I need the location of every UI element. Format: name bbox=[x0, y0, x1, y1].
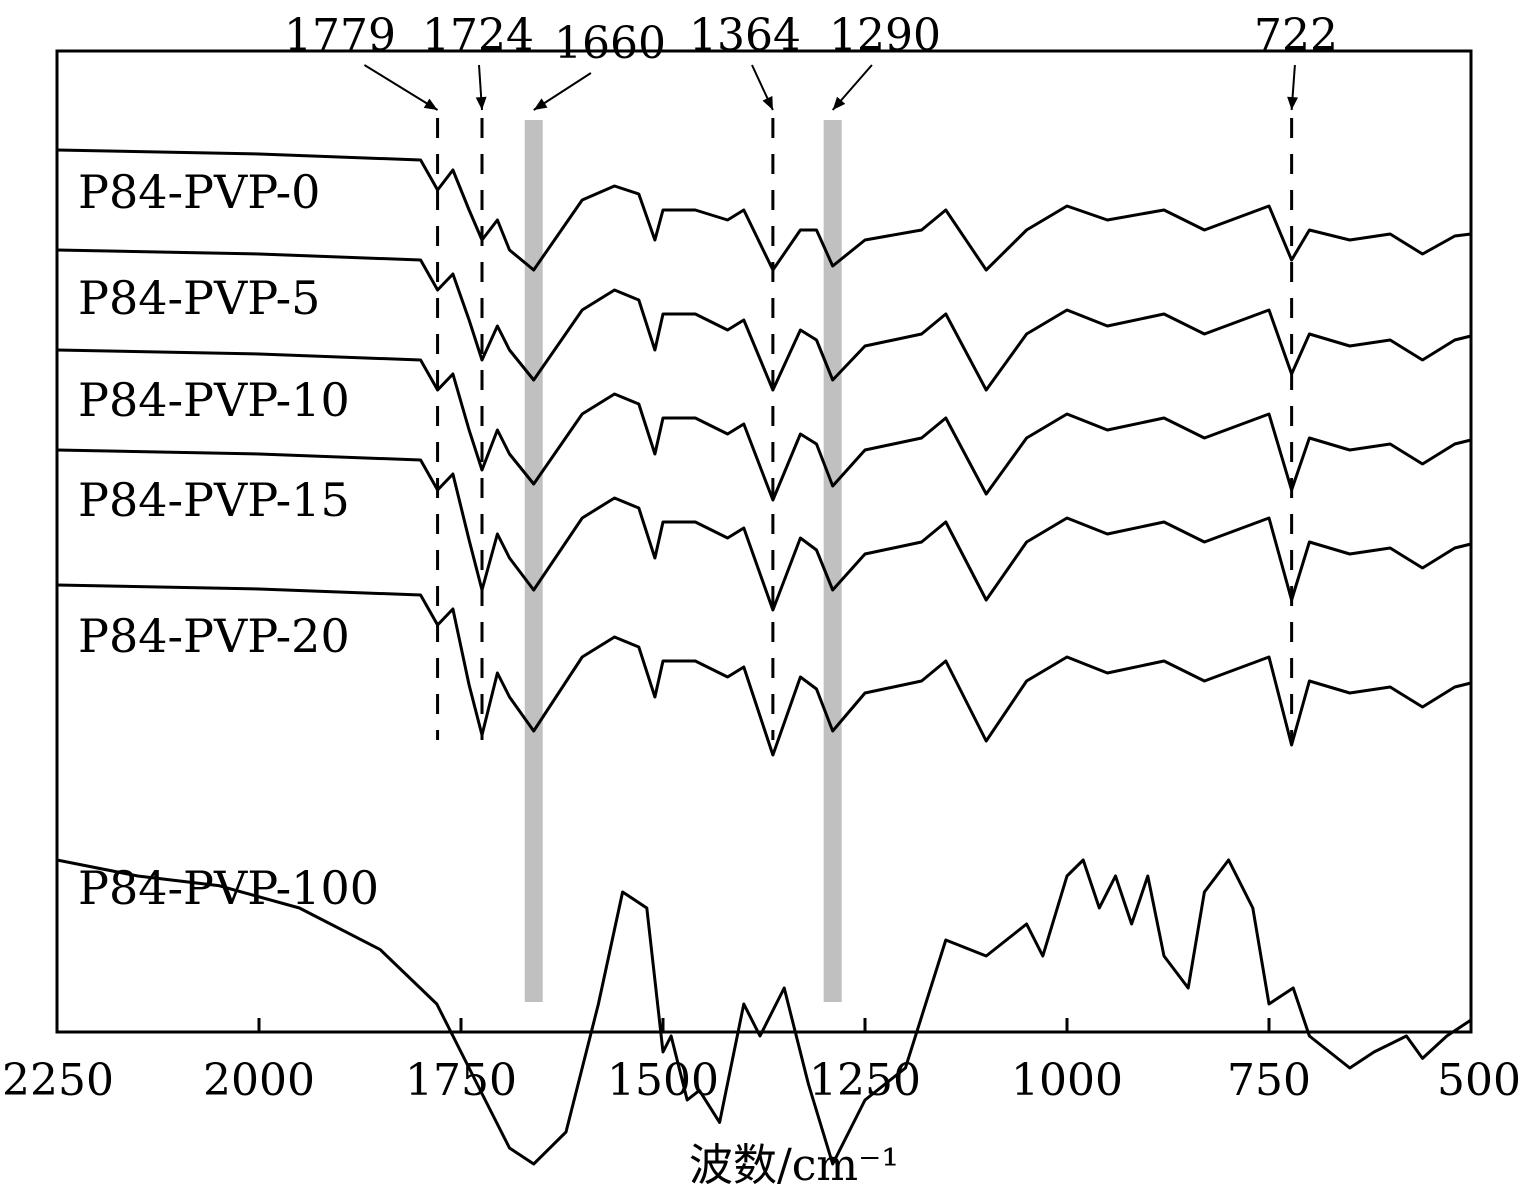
series-line-P84-PVP-15 bbox=[56, 448, 1472, 612]
x-tick-label-1250: 1250 bbox=[809, 1055, 921, 1106]
x-tick-label-750: 750 bbox=[1227, 1055, 1311, 1106]
annotation-dashed-lines bbox=[436, 118, 1294, 740]
x-axis-title: 波数/cm⁻¹ bbox=[689, 1140, 899, 1191]
series-label-P84-PVP-10: P84-PVP-10 bbox=[78, 373, 350, 427]
series-label-P84-PVP-0: P84-PVP-0 bbox=[78, 165, 320, 219]
annotation-label-1290: 1290 bbox=[829, 10, 941, 61]
series-label-P84-PVP-20: P84-PVP-20 bbox=[78, 609, 350, 663]
series-label-P84-PVP-100: P84-PVP-100 bbox=[78, 861, 379, 915]
series-line-P84-PVP-0 bbox=[56, 148, 1472, 272]
peak-annotations: 1779 1724 1660 1364 1290 722 bbox=[284, 10, 1338, 111]
series-label-P84-PVP-15: P84-PVP-15 bbox=[78, 473, 350, 527]
annotation-label-1364: 1364 bbox=[689, 10, 801, 61]
highlight-band-1660 bbox=[524, 120, 543, 1002]
plot-frame bbox=[55, 49, 1473, 1034]
spectra-series bbox=[56, 148, 1472, 1166]
x-tick-label-1000: 1000 bbox=[1011, 1055, 1123, 1106]
annotation-label-722: 722 bbox=[1254, 10, 1338, 61]
annotation-label-1779: 1779 bbox=[284, 10, 396, 61]
x-tick-label-2000: 2000 bbox=[203, 1055, 315, 1106]
annotation-arrowhead-722 bbox=[1287, 96, 1298, 110]
highlight-band-1290 bbox=[823, 120, 842, 1002]
annotation-arrowhead-1724 bbox=[475, 96, 487, 110]
x-axis-ticks: 2250 2000 1750 1500 1250 1000 750 500 bbox=[2, 1018, 1521, 1106]
series-line-P84-PVP-5 bbox=[56, 248, 1472, 392]
annotation-label-1660: 1660 bbox=[554, 18, 666, 69]
series-labels: P84-PVP-0 P84-PVP-5 P84-PVP-10 P84-PVP-15 P8… bbox=[78, 165, 379, 915]
series-line-P84-PVP-10 bbox=[56, 348, 1472, 502]
series-line-P84-PVP-20 bbox=[56, 583, 1472, 757]
x-tick-label-2250: 2250 bbox=[2, 1055, 114, 1106]
x-tick-label-500: 500 bbox=[1437, 1055, 1521, 1106]
annotation-arrowhead-1779 bbox=[423, 98, 438, 110]
annotation-label-1724: 1724 bbox=[422, 10, 534, 61]
x-tick-label-1500: 1500 bbox=[607, 1055, 719, 1106]
highlight-bands bbox=[524, 120, 842, 1002]
annotation-arrowhead-1364 bbox=[762, 96, 773, 110]
annotation-arrowhead-1660 bbox=[533, 98, 548, 110]
annotation-arrowhead-1290 bbox=[832, 96, 846, 110]
x-tick-label-1750: 1750 bbox=[405, 1055, 517, 1106]
annotation-arrow-1779 bbox=[363, 64, 439, 111]
series-label-P84-PVP-5: P84-PVP-5 bbox=[78, 271, 320, 325]
series-line-P84-PVP-100 bbox=[56, 858, 1472, 1166]
